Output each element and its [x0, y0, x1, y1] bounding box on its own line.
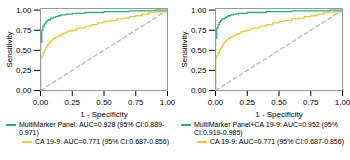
svg-text:1.00: 1.00: [16, 6, 32, 15]
svg-text:0.00: 0.00: [16, 86, 32, 95]
svg-text:0.00: 0.00: [33, 98, 49, 107]
svg-text:0.25: 0.25: [191, 66, 207, 75]
svg-text:1 - Specificity: 1 - Specificity: [80, 110, 128, 119]
svg-text:0.75: 0.75: [128, 98, 144, 107]
svg-text:0.50: 0.50: [271, 98, 287, 107]
svg-text:0.75: 0.75: [191, 26, 207, 35]
svg-text:0.50: 0.50: [191, 46, 207, 55]
svg-text:0.25: 0.25: [239, 98, 255, 107]
svg-text:0.00: 0.00: [191, 86, 207, 95]
svg-text:0.25: 0.25: [64, 98, 80, 107]
svg-text:0.75: 0.75: [303, 98, 319, 107]
svg-text:0.50: 0.50: [96, 98, 112, 107]
svg-text:1.00: 1.00: [160, 98, 175, 107]
svg-text:1.00: 1.00: [335, 98, 350, 107]
svg-text:0.50: 0.50: [16, 46, 32, 55]
svg-text:0.00: 0.00: [208, 98, 224, 107]
html-text:CA 19-9: AUC=0.771 (95% CI:0.6: CA 19-9: AUC=0.771 (95% CI:0.687-0.856): [34, 137, 169, 145]
html-text:CA 19-9: AUC=0.771 (95% CI:0.6: CA 19-9: AUC=0.771 (95% CI:0.687-0.856): [209, 137, 344, 145]
svg-text:Sensitivity: Sensitivity: [180, 31, 189, 67]
svg-text:1.00: 1.00: [191, 6, 207, 15]
svg-text:Sensitivity: Sensitivity: [5, 31, 14, 67]
html-text:MultiMarker Panel+CA 19-9: AUC: MultiMarker Panel+CA 19-9: AUC=0.952 (95…: [194, 121, 338, 137]
svg-text:0.75: 0.75: [16, 26, 32, 35]
svg-text:1 - Specificity: 1 - Specificity: [255, 110, 303, 119]
svg-text:0.25: 0.25: [16, 66, 32, 75]
html-text:MultiMarker Panel: AUC=0.928 (: MultiMarker Panel: AUC=0.928 (95% CI:0.8…: [19, 121, 165, 137]
